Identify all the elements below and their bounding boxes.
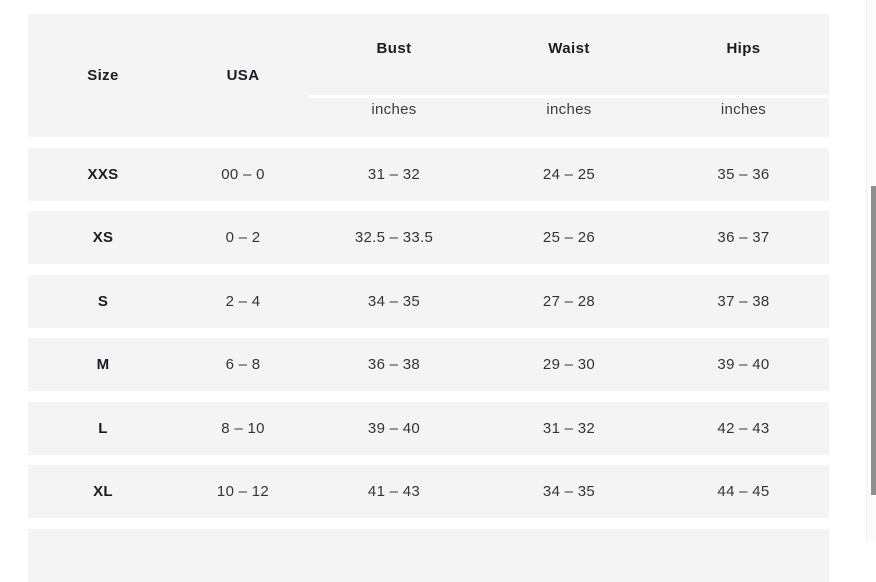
cell-hips: 36 – 37 xyxy=(717,229,770,246)
column-header-size: Size xyxy=(87,67,119,84)
column-header-waist-group: Waist inches xyxy=(480,14,658,137)
cell-hips: 44 – 45 xyxy=(717,483,770,500)
cell-bust: 31 – 32 xyxy=(367,165,421,183)
cell-waist: 24 – 25 xyxy=(542,165,596,183)
table-row: XXS 00 – 0 31 – 32 24 – 25 35 – 36 xyxy=(28,147,829,201)
column-header-bust: Bust xyxy=(376,39,412,57)
cell-bust: 34 – 35 xyxy=(367,292,421,310)
table-row: XL 10 – 12 41 – 43 34 – 35 44 – 45 xyxy=(28,465,829,518)
cell-usa: 6 – 8 xyxy=(225,356,261,373)
scrollbar-thumb[interactable] xyxy=(871,186,876,495)
cell-size: XXS xyxy=(87,165,119,183)
cell-bust: 41 – 43 xyxy=(367,483,421,500)
unit-label-hips: inches xyxy=(720,101,767,118)
cell-waist: 25 – 26 xyxy=(542,229,596,246)
cell-waist: 31 – 32 xyxy=(542,419,596,437)
cell-size: L xyxy=(98,419,108,437)
column-header-waist: Waist xyxy=(548,39,590,57)
cell-hips: 35 – 36 xyxy=(717,165,770,183)
cell-hips: 42 – 43 xyxy=(717,419,770,437)
page: { "table": { "columns": [ { "label": "Si… xyxy=(28,0,876,582)
cell-bust: 39 – 40 xyxy=(367,419,421,437)
unit-label-bust: inches xyxy=(371,101,417,118)
table-header: Size USA Bust inches Waist inches Hips i… xyxy=(28,14,829,137)
unit-label-waist: inches xyxy=(546,101,592,118)
cell-size: XS xyxy=(92,229,114,246)
column-header-bust-group: Bust inches xyxy=(308,14,480,137)
table-row-partial xyxy=(28,528,829,582)
cell-waist: 34 – 35 xyxy=(542,483,596,500)
cell-size: XL xyxy=(93,483,113,500)
column-header-hips: Hips xyxy=(726,39,761,57)
cell-usa: 10 – 12 xyxy=(216,483,270,500)
column-header-usa: USA xyxy=(226,67,260,84)
header-divider xyxy=(308,95,829,98)
table-row: L 8 – 10 39 – 40 31 – 32 42 – 43 xyxy=(28,401,829,455)
cell-bust: 36 – 38 xyxy=(367,356,421,373)
cell-bust: 32.5 – 33.5 xyxy=(354,229,434,246)
cell-usa: 8 – 10 xyxy=(221,419,265,437)
cell-waist: 27 – 28 xyxy=(542,292,596,310)
cell-usa: 00 – 0 xyxy=(221,165,265,183)
cell-hips: 39 – 40 xyxy=(717,356,770,373)
cell-size: S xyxy=(97,292,109,310)
table-row: M 6 – 8 36 – 38 29 – 30 39 – 40 xyxy=(28,338,829,391)
cell-waist: 29 – 30 xyxy=(542,356,596,373)
column-header-hips-group: Hips inches xyxy=(658,14,829,137)
vertical-scrollbar[interactable] xyxy=(866,0,876,541)
cell-size: M xyxy=(96,356,110,373)
table-row: XS 0 – 2 32.5 – 33.5 25 – 26 36 – 37 xyxy=(28,211,829,264)
cell-usa: 2 – 4 xyxy=(225,292,261,310)
size-chart-table: Size USA Bust inches Waist inches Hips i… xyxy=(28,14,829,582)
cell-usa: 0 – 2 xyxy=(225,229,261,246)
cell-hips: 37 – 38 xyxy=(717,292,770,310)
table-row: S 2 – 4 34 – 35 27 – 28 37 – 38 xyxy=(28,274,829,328)
